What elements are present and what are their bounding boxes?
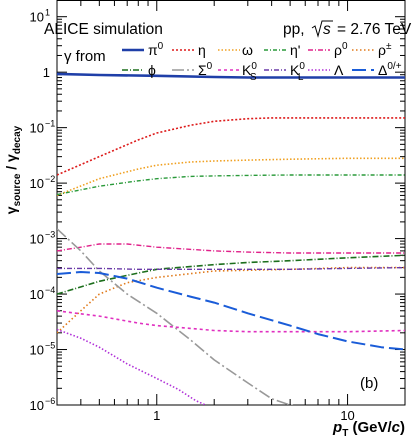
series-line-7 <box>57 228 295 405</box>
y-tick-exponent: −1 <box>45 119 55 129</box>
x-label-unit: (GeV/ <box>348 419 392 436</box>
y-tick-label: 10 <box>30 176 44 191</box>
y-tick-label: 10 <box>30 343 44 358</box>
x-tick-label: 1 <box>153 408 160 423</box>
header-system: pp, <box>283 21 305 38</box>
panel-label: (b) <box>360 375 378 392</box>
y-tick-exponent: 1 <box>45 8 50 18</box>
y-tick-exponent: −6 <box>45 396 55 406</box>
legend-label-11: Δ0/+ <box>378 61 402 78</box>
legend-label-1: η <box>198 42 206 58</box>
legend-label-5: ρ± <box>378 41 392 58</box>
svg-text:γsource / γdecay: γsource / γdecay <box>3 125 23 214</box>
header-sqrt-s: s <box>323 21 331 38</box>
plot-frame <box>56 0 406 406</box>
curves <box>57 72 405 405</box>
y-label-gamma1: γ <box>3 206 19 214</box>
legend-label-3: η' <box>290 42 300 58</box>
legend-label-6: ϕ <box>148 62 156 78</box>
series-line-6 <box>57 254 405 295</box>
y-label-sep: / γ <box>3 154 19 174</box>
svg-text:pT (GeV/c): pT (GeV/c) <box>332 419 405 439</box>
legend-label-2: ω <box>242 42 253 58</box>
header-energy: = 2.76 TeV <box>337 21 412 38</box>
y-tick-exponent: −4 <box>45 285 55 295</box>
x-tick-label: 10 <box>340 408 354 423</box>
legend-title: γ from <box>64 48 106 65</box>
legend-label-9: K0 L <box>290 61 305 83</box>
legend-label-8: K0 S <box>242 61 257 83</box>
y-tick-label: 10 <box>30 232 44 247</box>
series-line-2 <box>57 157 405 197</box>
x-label-sub: T <box>342 428 348 439</box>
header-experiment-label: ALICE simulation <box>44 21 163 38</box>
legend-label-4: ρ0 <box>334 41 348 58</box>
y-tick-label: 10 <box>30 398 44 413</box>
series-line-8 <box>57 310 405 333</box>
x-label-c: c <box>392 419 401 436</box>
x-label-close: ) <box>400 419 405 436</box>
y-label-sub2: decay <box>12 125 23 154</box>
x-label-p: p <box>332 419 342 436</box>
series-line-3 <box>57 174 405 196</box>
y-tick-label: 10 <box>30 10 44 25</box>
x-axis-label: pT (GeV/c) <box>332 419 405 439</box>
series-line-4 <box>57 243 405 254</box>
y-tick-exponent: −5 <box>45 341 55 351</box>
series-line-10 <box>57 328 206 405</box>
header-energy-label: pp, s = 2.76 TeV <box>283 20 412 38</box>
y-axis-label: γsource / γdecay <box>3 125 23 214</box>
y-tick-label: 10 <box>30 287 44 302</box>
legend: π0 η ω η' ρ0 ρ± ϕ Σ0 K0 S K0 L Λ Δ0/+ <box>122 41 402 83</box>
sqrt-sign <box>311 20 333 38</box>
series-line-11 <box>57 271 405 351</box>
legend-label-10: Λ <box>334 62 344 78</box>
series-line-5 <box>57 266 405 334</box>
series-line-9 <box>57 266 405 270</box>
y-tick-exponent: −3 <box>45 230 55 240</box>
y-tick-label: 1 <box>43 65 50 80</box>
y-label-sub1: source <box>12 173 23 206</box>
series-line-0 <box>57 72 405 79</box>
y-tick-exponent: −2 <box>45 174 55 184</box>
x-axis-ticks: 1 10 <box>56 0 406 423</box>
series-line-1 <box>57 117 405 176</box>
y-tick-label: 10 <box>30 121 44 136</box>
legend-label-7: Σ0 <box>198 61 213 78</box>
legend-label-0: π0 <box>148 41 164 58</box>
